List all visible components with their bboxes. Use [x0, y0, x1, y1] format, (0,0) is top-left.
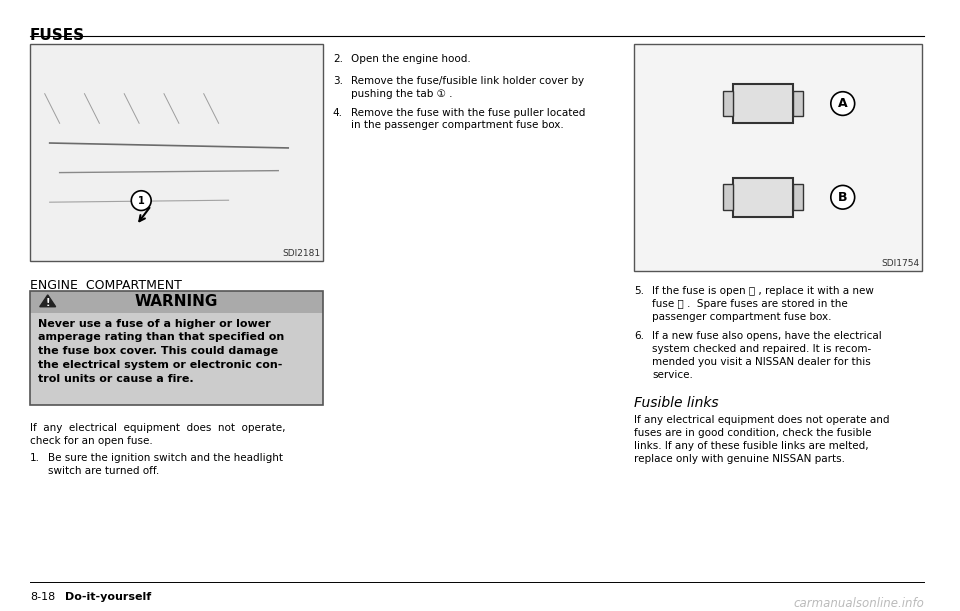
Text: If the fuse is open Ⓐ , replace it with a new: If the fuse is open Ⓐ , replace it with …: [652, 286, 874, 296]
Text: mended you visit a NISSAN dealer for this: mended you visit a NISSAN dealer for thi…: [652, 357, 871, 367]
Bar: [30, 45, 323, 262]
Text: amperage rating than that specified on: amperage rating than that specified on: [37, 332, 284, 342]
Text: trol units or cause a fire.: trol units or cause a fire.: [37, 374, 193, 384]
Text: switch are turned off.: switch are turned off.: [48, 466, 159, 475]
Text: system checked and repaired. It is recom-: system checked and repaired. It is recom…: [652, 344, 871, 354]
Text: 8-18: 8-18: [30, 592, 55, 602]
Text: Open the engine hood.: Open the engine hood.: [350, 54, 470, 64]
Bar: [793, 185, 803, 210]
Text: SDI2181: SDI2181: [282, 249, 320, 258]
Text: A: A: [838, 97, 848, 110]
Text: Fusible links: Fusible links: [634, 395, 719, 409]
Text: ENGINE  COMPARTMENT: ENGINE COMPARTMENT: [30, 279, 181, 292]
Text: pushing the tab ① .: pushing the tab ① .: [350, 89, 452, 99]
Polygon shape: [39, 295, 56, 307]
Text: 2.: 2.: [333, 54, 343, 64]
Bar: [733, 84, 793, 123]
Circle shape: [132, 191, 151, 210]
Text: Never use a fuse of a higher or lower: Never use a fuse of a higher or lower: [37, 318, 271, 329]
Text: Do-it-yourself: Do-it-yourself: [64, 592, 151, 602]
Text: If  any  electrical  equipment  does  not  operate,: If any electrical equipment does not ope…: [30, 423, 285, 433]
Text: Remove the fuse/fusible link holder cover by: Remove the fuse/fusible link holder cove…: [350, 76, 584, 86]
Bar: [634, 45, 923, 271]
Text: 6.: 6.: [634, 331, 644, 342]
Text: links. If any of these fusible links are melted,: links. If any of these fusible links are…: [634, 441, 869, 451]
Text: Remove the fuse with the fuse puller located: Remove the fuse with the fuse puller loc…: [350, 108, 586, 117]
Text: 3.: 3.: [333, 76, 343, 86]
Bar: [724, 185, 733, 210]
Bar: [30, 291, 323, 405]
Text: 4.: 4.: [333, 108, 343, 117]
Text: service.: service.: [652, 370, 693, 380]
Bar: [30, 291, 323, 313]
Text: SDI1754: SDI1754: [881, 259, 920, 268]
Text: WARNING: WARNING: [134, 295, 218, 309]
Text: fuse Ⓑ .  Spare fuses are stored in the: fuse Ⓑ . Spare fuses are stored in the: [652, 299, 848, 309]
Text: If a new fuse also opens, have the electrical: If a new fuse also opens, have the elect…: [652, 331, 881, 342]
Text: in the passenger compartment fuse box.: in the passenger compartment fuse box.: [350, 120, 564, 130]
Text: carmanualsonline.info: carmanualsonline.info: [793, 597, 924, 610]
Text: replace only with genuine NISSAN parts.: replace only with genuine NISSAN parts.: [634, 454, 845, 464]
Text: the electrical system or electronic con-: the electrical system or electronic con-: [37, 360, 282, 370]
Text: 5.: 5.: [634, 286, 644, 296]
Text: fuses are in good condition, check the fusible: fuses are in good condition, check the f…: [634, 428, 872, 438]
Bar: [724, 91, 733, 116]
Text: Be sure the ignition switch and the headlight: Be sure the ignition switch and the head…: [48, 453, 282, 463]
Bar: [793, 91, 803, 116]
Text: 1.: 1.: [30, 453, 39, 463]
Text: 1: 1: [138, 196, 145, 206]
Text: If any electrical equipment does not operate and: If any electrical equipment does not ope…: [634, 415, 890, 425]
Bar: [733, 178, 793, 217]
Text: the fuse box cover. This could damage: the fuse box cover. This could damage: [37, 346, 277, 356]
Bar: [30, 313, 323, 405]
Text: B: B: [838, 191, 848, 203]
Text: !: !: [45, 298, 50, 308]
Text: check for an open fuse.: check for an open fuse.: [30, 436, 153, 446]
Circle shape: [830, 185, 854, 209]
Text: passenger compartment fuse box.: passenger compartment fuse box.: [652, 312, 831, 321]
Text: FUSES: FUSES: [30, 27, 84, 43]
Circle shape: [830, 92, 854, 115]
